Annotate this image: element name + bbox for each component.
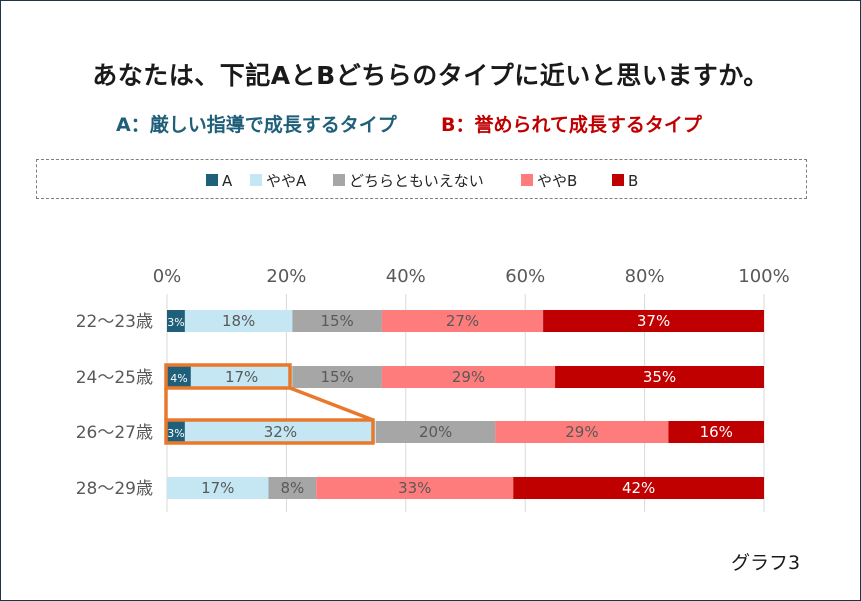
bar-segment xyxy=(268,477,317,499)
legend-swatch xyxy=(612,174,624,186)
data-label: 18% xyxy=(222,312,255,330)
data-label: 3% xyxy=(167,427,184,440)
graph-number-label: グラフ3 xyxy=(731,552,801,574)
bar-segment xyxy=(184,421,376,443)
bar-segment xyxy=(292,366,382,388)
data-label: 37% xyxy=(637,312,670,330)
legend-swatch xyxy=(250,174,262,186)
data-label: 20% xyxy=(419,423,452,441)
x-tick-label: 80% xyxy=(625,266,665,287)
legend-box xyxy=(36,159,807,199)
bar-segment xyxy=(184,310,293,332)
data-label: 42% xyxy=(622,479,655,497)
bar-segment xyxy=(167,421,185,443)
bar-segment xyxy=(375,421,496,443)
bar-segment xyxy=(190,366,293,388)
bar-segment xyxy=(555,366,764,388)
legend-label: A xyxy=(222,172,233,190)
bar-segment xyxy=(513,477,764,499)
data-label: 32% xyxy=(264,423,297,441)
legend-label: ややA xyxy=(266,172,307,190)
highlight-box-upper xyxy=(164,363,292,390)
subtitle-type-a: A：厳しい指導で成長するタイプ xyxy=(116,114,397,136)
highlight-box-lower xyxy=(164,418,375,445)
highlight-connector-right xyxy=(289,386,374,422)
bar-segment xyxy=(167,310,185,332)
data-label: 35% xyxy=(643,368,676,386)
data-label: 15% xyxy=(320,312,353,330)
data-label: 8% xyxy=(280,479,304,497)
category-label: 22～23歳 xyxy=(76,312,153,332)
bar-segment xyxy=(292,310,382,332)
bar-segment xyxy=(381,366,556,388)
category-label: 24～25歳 xyxy=(76,368,153,388)
bar-segment xyxy=(167,477,269,499)
bar-segment xyxy=(543,310,764,332)
data-label: 29% xyxy=(565,423,598,441)
legend-swatch xyxy=(206,174,218,186)
legend-label: B xyxy=(628,172,638,190)
data-label: 16% xyxy=(700,423,733,441)
x-tick-label: 20% xyxy=(266,266,306,287)
bar-segment xyxy=(495,421,669,443)
subtitle-type-b: B：誉められて成長するタイプ xyxy=(441,114,702,136)
category-label: 28～29歳 xyxy=(76,479,153,499)
data-label: 17% xyxy=(201,479,234,497)
x-tick-label: 60% xyxy=(505,266,545,287)
legend-swatch xyxy=(333,174,345,186)
x-tick-label: 100% xyxy=(738,266,789,287)
bar-segment xyxy=(668,421,764,443)
data-label: 33% xyxy=(398,479,431,497)
category-label: 26～27歳 xyxy=(76,423,153,443)
bar-segment xyxy=(381,310,544,332)
data-label: 27% xyxy=(446,312,479,330)
legend-label: どちらともいえない xyxy=(349,172,484,190)
legend-label: ややB xyxy=(537,172,577,190)
data-label: 15% xyxy=(320,368,353,386)
data-label: 3% xyxy=(167,316,184,329)
x-tick-label: 40% xyxy=(386,266,426,287)
bar-segment xyxy=(316,477,514,499)
bar-segment xyxy=(167,366,191,388)
chart-title: あなたは、下記AとBどちらのタイプに近いと思いますか。 xyxy=(92,61,769,90)
x-tick-label: 0% xyxy=(153,266,182,287)
data-label: 4% xyxy=(170,372,187,385)
data-label: 17% xyxy=(225,368,258,386)
legend-swatch xyxy=(521,174,533,186)
data-label: 29% xyxy=(452,368,485,386)
